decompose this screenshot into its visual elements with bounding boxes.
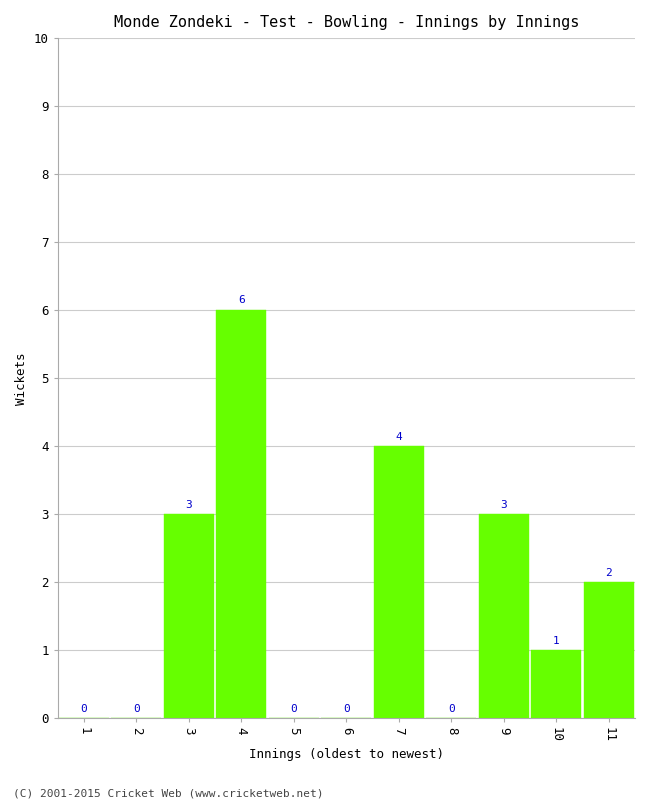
Text: 0: 0 — [343, 704, 350, 714]
Bar — [374, 446, 424, 718]
Text: 1: 1 — [553, 636, 560, 646]
X-axis label: Innings (oldest to newest): Innings (oldest to newest) — [249, 748, 444, 761]
Text: 2: 2 — [605, 567, 612, 578]
Text: 0: 0 — [448, 704, 454, 714]
Text: (C) 2001-2015 Cricket Web (www.cricketweb.net): (C) 2001-2015 Cricket Web (www.cricketwe… — [13, 788, 324, 798]
Bar — [216, 310, 266, 718]
Text: 3: 3 — [185, 499, 192, 510]
Bar — [479, 514, 528, 718]
Text: 4: 4 — [395, 431, 402, 442]
Bar — [531, 650, 581, 718]
Bar — [584, 582, 634, 718]
Title: Monde Zondeki - Test - Bowling - Innings by Innings: Monde Zondeki - Test - Bowling - Innings… — [114, 15, 579, 30]
Text: 0: 0 — [81, 704, 87, 714]
Text: 0: 0 — [133, 704, 140, 714]
Text: 6: 6 — [238, 295, 244, 306]
Bar — [164, 514, 214, 718]
Text: 0: 0 — [291, 704, 297, 714]
Text: 3: 3 — [500, 499, 507, 510]
Y-axis label: Wickets: Wickets — [15, 352, 28, 405]
